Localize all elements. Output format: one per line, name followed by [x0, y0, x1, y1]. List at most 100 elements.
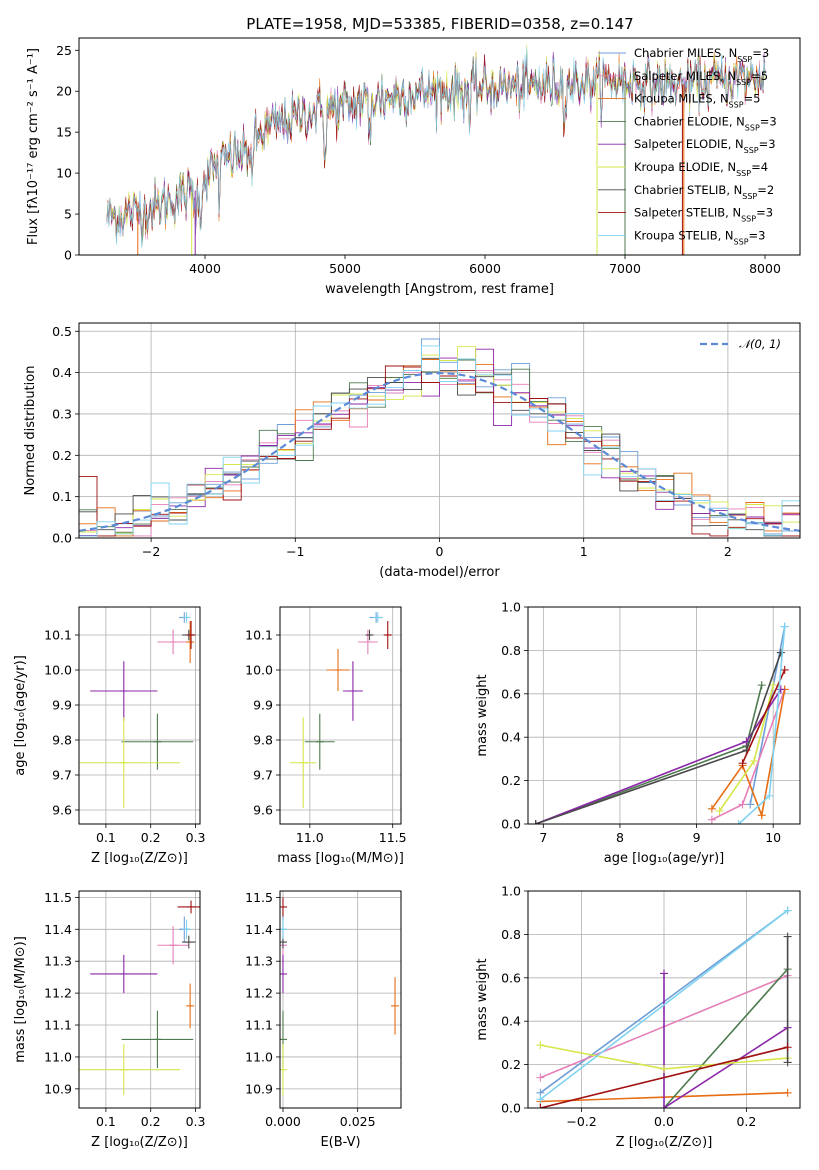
- errorbar-chabrier-elodie: [121, 713, 194, 770]
- y-tick-label: 25: [56, 43, 72, 58]
- massweight-vs-age-panel: 7 8 9 10 0.0 0.2 0.4 0.6 0.8 1.0 age [log₁₀(age/yr…: [475, 600, 801, 866]
- x-tick-label: 0.1: [96, 1114, 116, 1129]
- legend-entry: Salpeter MILES, NSSP=5: [634, 69, 768, 87]
- errorbar-kroupa-elodie: [289, 717, 317, 809]
- errorbar-kroupa-stelib: [372, 612, 383, 623]
- y-tick-label: 1.0: [501, 884, 521, 899]
- weight-marker-kroupa-miles: [783, 1088, 792, 1097]
- y-tick-label: 10.0: [44, 663, 72, 678]
- y-tick-label: 0.4: [501, 1014, 521, 1029]
- y-tick-label: 11.2: [44, 986, 72, 1001]
- errorbar-kroupa-elodie: [79, 1044, 180, 1096]
- weight-marker-kroupa-elodie: [715, 806, 724, 815]
- weight-marker-chabrier-stelib: [783, 932, 792, 941]
- weight-line-kroupa-stelib: [539, 909, 789, 1100]
- x-tick-label: 11.5: [379, 830, 407, 845]
- y-axis-label: mass [log₁₀(M/M⊙)]: [13, 936, 28, 1063]
- errorbar-salpeter-elodie: [342, 661, 363, 721]
- errorbar-salpeter-stelib: [187, 621, 196, 649]
- weight-marker-salpeter-stelib: [536, 1104, 545, 1108]
- weight-marker-chabrier-stelib: [531, 820, 540, 824]
- y-tick-label: 10.0: [245, 663, 273, 678]
- y-tick-label: 10.1: [44, 628, 72, 643]
- weight-marker-salpeter-stelib: [780, 665, 789, 674]
- errorbar-kroupa-stelib: [182, 919, 191, 939]
- y-tick-label: 0.3: [52, 406, 72, 421]
- weight-marker-salpeter-stelib: [783, 1043, 792, 1052]
- weight-marker-kroupa-stelib: [783, 906, 792, 915]
- histogram-kroupa-stelib: [79, 345, 800, 537]
- y-tick-label: 0.1: [52, 489, 72, 504]
- weight-line-salpeter-elodie: [535, 689, 782, 824]
- y-tick-label: 11.1: [245, 1018, 273, 1033]
- x-tick-label: 6000: [469, 261, 501, 276]
- y-axis-label: mass weight: [475, 958, 490, 1040]
- legend-entry: Chabrier ELODIE, NSSP=3: [634, 114, 777, 131]
- y-tick-label: 0.8: [501, 927, 521, 942]
- legend-entry: Salpeter ELODIE, NSSP=3: [634, 137, 776, 155]
- y-tick-label: 0.6: [501, 970, 521, 985]
- errorbar-salpeter-stelib: [383, 621, 392, 649]
- plot-area: [79, 338, 800, 537]
- errorbar-salpeter-miles: [357, 629, 378, 655]
- y-tick-label: 11.1: [44, 1018, 72, 1033]
- x-tick-label: 11.0: [296, 830, 324, 845]
- y-tick-label: 0.0: [501, 817, 521, 832]
- x-tick-label: 0.3: [186, 1114, 206, 1129]
- y-tick-label: 9.6: [253, 803, 273, 818]
- y-tick-label: 5: [64, 207, 72, 222]
- x-tick-label: 5000: [329, 261, 361, 276]
- y-tick-label: 0.4: [52, 365, 72, 380]
- weight-marker-salpeter-elodie: [776, 685, 785, 694]
- y-tick-label: 11.0: [245, 1049, 273, 1064]
- mass-vs-metallicity-panel: 0.1 0.2 0.3 10.9 11.0 11.1 11.2 11.3 11.4 11.5 Z […: [13, 890, 205, 1150]
- x-axis-label: Z [log₁₀(Z/Z⊙)]: [91, 1135, 188, 1150]
- y-tick-label: 0.0: [501, 1101, 521, 1116]
- weight-marker-chabrier-miles: [746, 800, 755, 809]
- residuals-panel: −2 −1 0 1 2 0.0 0.1 0.2 0.3 0.4 0.5 𝒩(0, 1) (data-mo…: [23, 322, 801, 580]
- y-axis-label: Flux [fλ10⁻¹⁷ erg cm⁻² s⁻¹ A⁻¹]: [26, 48, 41, 245]
- x-tick-label: −1: [286, 544, 304, 559]
- y-tick-label: 10.9: [245, 1081, 273, 1096]
- weight-marker-salpeter-elodie: [660, 969, 668, 978]
- y-tick-label: 11.3: [44, 954, 72, 969]
- age-vs-mass-panel: 11.0 11.5 9.6 9.7 9.8 9.9 10.0 10.1 mass [log₁₀(…: [245, 606, 407, 866]
- y-tick-label: 0.5: [52, 324, 72, 339]
- y-tick-label: 0.8: [501, 643, 521, 658]
- weight-marker-salpeter-miles: [738, 800, 747, 809]
- y-tick-label: 0.2: [501, 773, 521, 788]
- axes-frame: [78, 890, 201, 1109]
- plot-area: [289, 612, 392, 809]
- y-tick-label: 0.6: [501, 686, 521, 701]
- x-axis-label: (data-model)/error: [379, 565, 500, 580]
- plot-area: [79, 612, 196, 809]
- y-tick-label: 9.7: [52, 768, 72, 783]
- plot-area: [106, 44, 766, 255]
- normal-curve: [79, 371, 800, 532]
- x-tick-label: 0.1: [96, 830, 116, 845]
- legend-entry: Chabrier STELIB, NSSP=2: [634, 183, 774, 201]
- weight-marker-kroupa-elodie: [750, 757, 759, 766]
- legend-entry: Salpeter STELIB, NSSP=3: [634, 206, 773, 224]
- age-vs-metallicity-panel: 0.1 0.2 0.3 9.6 9.7 9.8 9.9 10.0 10.1 Z [log₁₀(Z/…: [13, 606, 205, 866]
- y-tick-label: 9.6: [52, 803, 72, 818]
- axes-frame: [78, 606, 201, 825]
- x-axis-label: mass [log₁₀(M/M⊙)]: [277, 851, 404, 866]
- weight-marker-kroupa-elodie: [769, 681, 778, 690]
- x-axis-label: Z [log₁₀(Z/Z⊙)]: [616, 1135, 713, 1150]
- weight-marker-chabrier-stelib: [783, 1058, 792, 1067]
- massweight-vs-metallicity-panel: −0.2 0.0 0.2 0.0 0.2 0.4 0.6 0.8 1.0 Z [log₁₀(Z/Z…: [475, 884, 801, 1150]
- x-axis-label: E(B-V): [320, 1135, 360, 1150]
- axes-frame: [279, 890, 402, 1109]
- x-axis-label: Z [log₁₀(Z/Z⊙)]: [91, 851, 188, 866]
- errorbar-kroupa-miles: [326, 649, 350, 691]
- y-axis-label: Normed distribution: [23, 366, 38, 496]
- errorbar-salpeter-miles: [157, 629, 189, 655]
- y-axis-label: mass weight: [475, 674, 490, 756]
- x-tick-label: 0.2: [736, 1114, 756, 1129]
- weight-marker-chabrier-stelib: [776, 648, 785, 657]
- figure-title: PLATE=1958, MJD=53385, FIBERID=0358, z=0…: [246, 15, 633, 33]
- plot-area: [280, 897, 400, 1096]
- legend-entry: 𝒩(0, 1): [739, 337, 781, 351]
- x-tick-label: 2: [724, 544, 732, 559]
